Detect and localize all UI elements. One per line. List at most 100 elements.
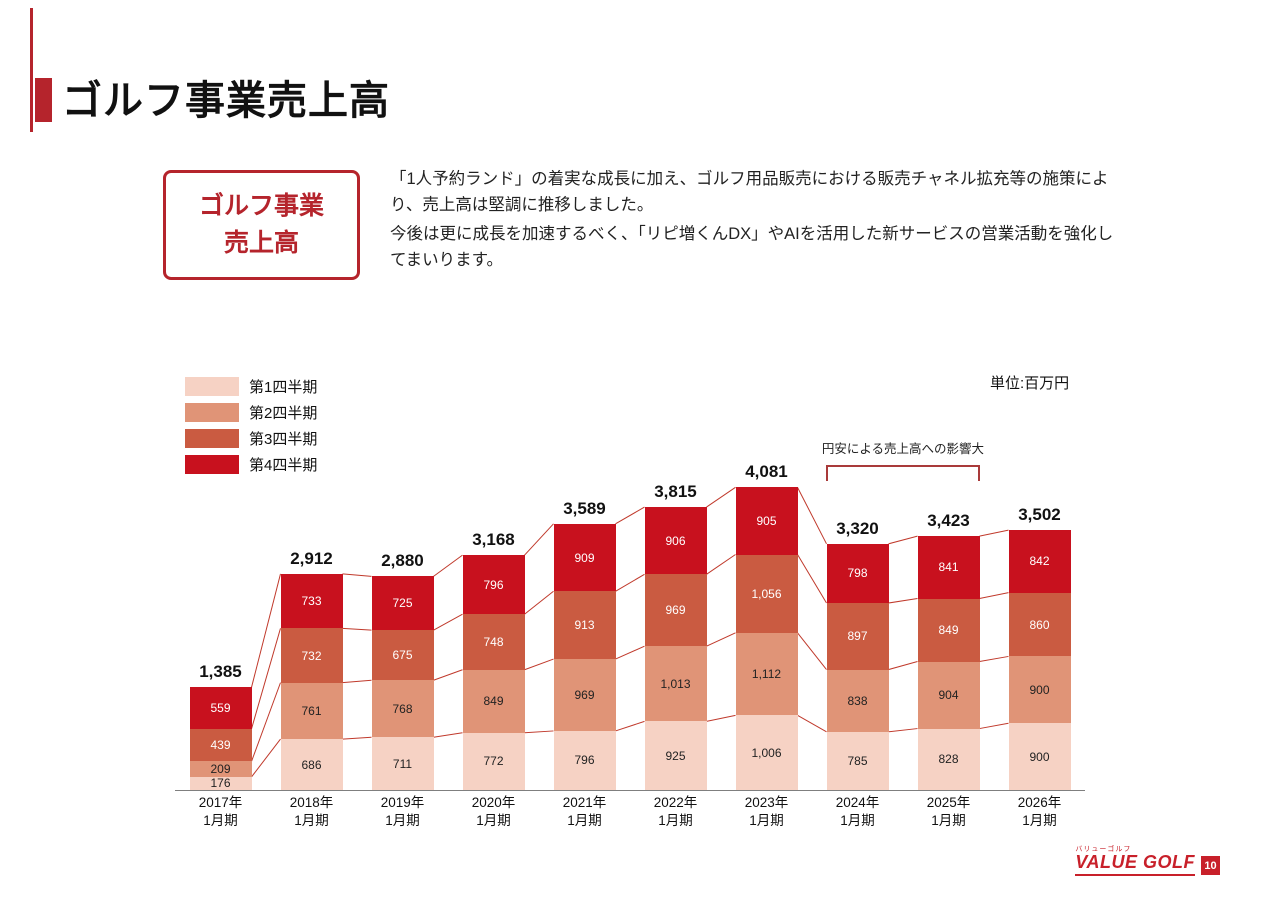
logo-ruby-text: バリューゴルフ: [1075, 846, 1132, 854]
bar-segment-q3: 1,056: [735, 554, 798, 633]
bar-segment-q2: 904: [917, 661, 980, 729]
summary-box-line2: 売上高: [223, 229, 299, 257]
total-label: 3,502: [1018, 505, 1061, 525]
total-label: 4,081: [745, 462, 788, 482]
legend-label: 第1四半期: [249, 379, 318, 396]
bar-2020年: 772 849 748 796: [462, 555, 525, 790]
bar-segment-q4: 841: [917, 536, 980, 599]
unit-label: 単位:百万円: [990, 375, 1070, 392]
bar-segment-q1: 785: [826, 731, 889, 790]
legend-swatch-icon: [185, 455, 239, 474]
total-label: 3,168: [472, 530, 515, 550]
legend-item-q4: 第4四半期: [185, 454, 317, 475]
legend-item-q1: 第1四半期: [185, 376, 317, 397]
x-tick-label: 2017年 1月期: [198, 795, 243, 829]
bar-segment-q2: 1,013: [644, 646, 707, 722]
bar-segment-q1: 925: [644, 721, 707, 790]
bar-segment-q1: 772: [462, 732, 525, 790]
bar-2025年: 828 904 849 841: [917, 536, 980, 790]
bar-segment-q3: 748: [462, 614, 525, 670]
bar-segment-q2: 838: [826, 669, 889, 732]
bar-segment-q3: 913: [553, 591, 616, 660]
bar-segment-q2: 761: [280, 682, 343, 740]
bar-segment-q2: 849: [462, 669, 525, 733]
stacked-bar-chart: 176 209 439 559 1,385 686 761 732 733 2,912 711 768…: [175, 430, 1085, 840]
bar-segment-q3: 969: [644, 574, 707, 647]
bar-2021年: 796 969 913 909: [553, 523, 616, 790]
bar-2023年: 1,006 1,112 1,056 905: [735, 487, 798, 790]
bar-segment-q4: 796: [462, 555, 525, 615]
legend-label: 第4四半期: [249, 457, 318, 474]
x-axis-labels: 2017年 1月期 2018年 1月期 2019年 1月期 2020年 1月期 2021年 1月期…: [175, 794, 1085, 838]
legend: 第1四半期第2四半期第3四半期第4四半期: [185, 376, 317, 480]
bar-segment-q1: 176: [189, 776, 252, 790]
total-label: 3,423: [927, 511, 970, 531]
x-tick-label: 2024年 1月期: [835, 795, 880, 829]
page-title: ゴルフ事業売上高: [62, 79, 390, 123]
bar-segment-q4: 559: [189, 687, 252, 729]
bar-segment-q3: 675: [371, 630, 434, 681]
x-tick-label: 2019年 1月期: [380, 795, 425, 829]
bar-segment-q4: 733: [280, 573, 343, 629]
bar-segment-q2: 209: [189, 761, 252, 777]
total-label: 3,320: [836, 518, 879, 538]
bar-2022年: 925 1,013 969 906: [644, 507, 707, 790]
bar-segment-q2: 768: [371, 680, 434, 738]
bar-segment-q4: 909: [553, 523, 616, 592]
description: 「1人予約ランド」の着実な成長に加え、ゴルフ用品販売における販売チャネル拡充等の…: [390, 166, 1115, 276]
total-label: 2,912: [290, 548, 333, 568]
bar-segment-q4: 725: [371, 576, 434, 631]
bar-segment-q4: 842: [1008, 530, 1071, 593]
bar-segment-q3: 860: [1008, 592, 1071, 657]
bar-segment-q3: 849: [917, 598, 980, 662]
footer-logo: バリューゴルフ VALUE GOLF 10: [1075, 846, 1220, 876]
bar-2024年: 785 838 897 798: [826, 543, 889, 790]
legend-swatch-icon: [185, 403, 239, 422]
legend-swatch-icon: [185, 429, 239, 448]
title-marker: [35, 78, 52, 122]
x-tick-label: 2021年 1月期: [562, 795, 607, 829]
bar-segment-q1: 686: [280, 739, 343, 790]
x-tick-label: 2020年 1月期: [471, 795, 516, 829]
total-label: 3,589: [563, 498, 606, 518]
x-tick-label: 2025年 1月期: [926, 795, 971, 829]
legend-label: 第3四半期: [249, 431, 318, 448]
bar-segment-q3: 732: [280, 628, 343, 683]
total-label: 2,880: [381, 551, 424, 571]
bar-segment-q4: 906: [644, 507, 707, 575]
logo-main-text: VALUE GOLF: [1075, 852, 1195, 873]
bar-segment-q3: 439: [189, 728, 252, 762]
description-para2: 今後は更に成長を加速するべく、「リピ増くんDX」やAIを活用した新サービスの営業…: [390, 224, 1114, 270]
x-tick-label: 2022年 1月期: [653, 795, 698, 829]
bar-segment-q1: 1,006: [735, 715, 798, 790]
bar-2017年: 176 209 439 559: [189, 687, 252, 790]
legend-label: 第2四半期: [249, 405, 318, 422]
annotation-bracket: [826, 465, 980, 481]
x-tick-label: 2018年 1月期: [289, 795, 334, 829]
bar-segment-q1: 711: [371, 737, 434, 790]
legend-item-q2: 第2四半期: [185, 402, 317, 423]
bar-segment-q1: 828: [917, 728, 980, 790]
description-para1: 「1人予約ランド」の着実な成長に加え、ゴルフ用品販売における販売チャネル拡充等の…: [390, 170, 1109, 215]
annotation-text: 円安による売上高への影響大: [821, 442, 985, 456]
bar-segment-q2: 900: [1008, 656, 1071, 724]
total-label: 3,815: [654, 482, 697, 502]
x-tick-label: 2023年 1月期: [744, 795, 789, 829]
left-accent-line: [30, 8, 33, 132]
bar-segment-q3: 897: [826, 603, 889, 670]
legend-swatch-icon: [185, 377, 239, 396]
summary-box-line1: ゴルフ事業: [198, 191, 324, 220]
value-golf-logo: バリューゴルフ VALUE GOLF: [1075, 846, 1195, 876]
chart-plot: 176 209 439 559 1,385 686 761 732 733 2,912 711 768…: [175, 430, 1085, 791]
summary-box: ゴルフ事業 売上高: [163, 170, 360, 280]
page-number-badge: 10: [1201, 856, 1220, 875]
bar-segment-q1: 796: [553, 730, 616, 790]
bar-segment-q4: 798: [826, 543, 889, 604]
bar-segment-q1: 900: [1008, 723, 1071, 790]
total-label: 1,385: [199, 662, 242, 682]
bar-2018年: 686 761 732 733: [280, 573, 343, 790]
legend-item-q3: 第3四半期: [185, 428, 317, 449]
bar-segment-q4: 905: [735, 487, 798, 555]
bar-2019年: 711 768 675 725: [371, 576, 434, 790]
